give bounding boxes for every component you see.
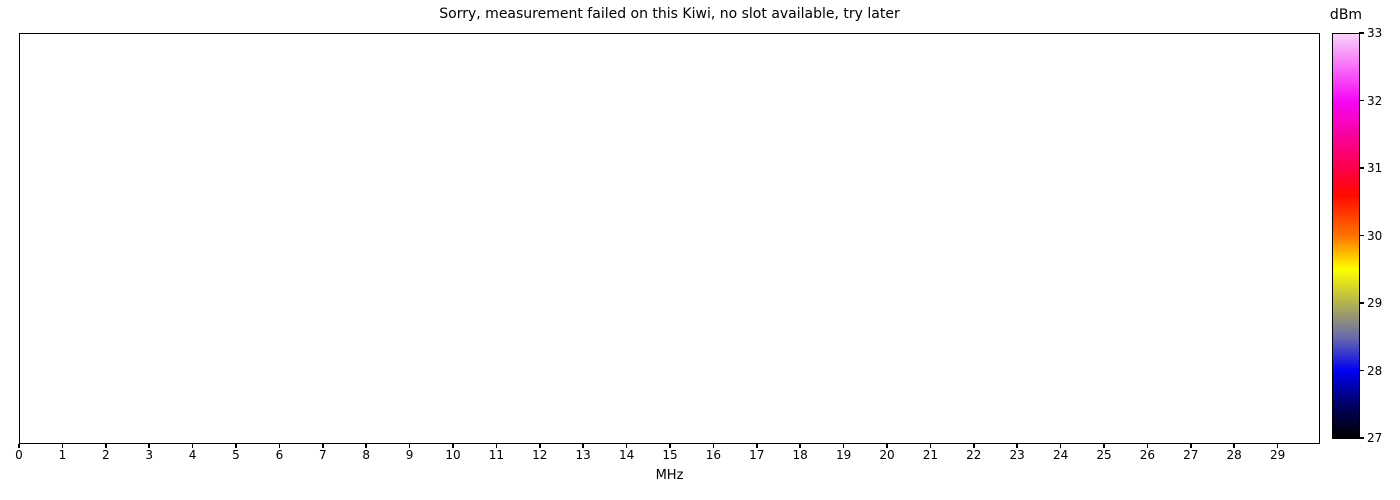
x-tick-label: 14 — [618, 448, 635, 462]
x-tick-mark — [973, 444, 975, 448]
x-tick-label: 17 — [749, 448, 765, 462]
colorbar-tick-label: 28 — [1367, 363, 1383, 378]
x-tick-mark — [1233, 444, 1235, 448]
x-tick-mark — [408, 444, 411, 448]
x-tick-label: 7 — [318, 448, 327, 462]
x-tick-mark — [61, 444, 64, 448]
x-tick-label: 3 — [145, 448, 154, 462]
x-tick-mark — [1190, 444, 1192, 448]
x-tick-mark — [105, 444, 107, 448]
x-tick-mark — [1103, 444, 1105, 448]
x-tick-label: 9 — [405, 448, 414, 462]
colorbar-tick-mark — [1359, 302, 1364, 304]
x-tick-label: 18 — [792, 448, 808, 462]
colorbar — [1332, 33, 1360, 439]
x-tick-label: 22 — [966, 448, 982, 462]
x-tick-label: 28 — [1226, 448, 1242, 462]
x-tick-label: 25 — [1096, 448, 1112, 462]
x-tick-label: 13 — [575, 448, 591, 462]
colorbar-tick-label: 30 — [1367, 228, 1383, 243]
x-tick-label: 6 — [275, 448, 284, 462]
x-tick-label: 8 — [362, 448, 371, 462]
x-tick-mark — [756, 444, 758, 448]
x-tick-label: 24 — [1052, 448, 1069, 462]
x-tick-mark — [452, 444, 454, 448]
x-tick-label: 0 — [15, 448, 23, 462]
colorbar-tick-mark — [1359, 369, 1364, 372]
x-tick-label: 1 — [58, 448, 67, 462]
x-tick-label: 10 — [445, 448, 461, 462]
x-tick-mark — [191, 444, 194, 448]
x-tick-label: 5 — [232, 448, 240, 462]
x-tick-mark — [278, 444, 281, 448]
colorbar-tick-label: 32 — [1367, 93, 1383, 108]
colorbar-tick-label: 29 — [1367, 296, 1383, 310]
x-tick-mark — [495, 444, 498, 448]
colorbar-label: dBm — [1329, 7, 1363, 23]
x-tick-label: 19 — [835, 448, 852, 462]
colorbar-tick-mark — [1359, 32, 1364, 34]
x-tick-label: 23 — [1009, 448, 1025, 462]
x-tick-mark — [929, 444, 932, 448]
x-tick-label: 12 — [532, 448, 548, 462]
x-tick-label: 11 — [488, 448, 505, 462]
x-tick-label: 21 — [922, 448, 939, 462]
x-tick-mark — [322, 444, 324, 448]
x-tick-mark — [842, 444, 845, 448]
x-axis-label: MHz — [655, 468, 684, 483]
x-tick-mark — [18, 444, 20, 448]
x-tick-mark — [1016, 444, 1018, 448]
colorbar-tick-mark — [1359, 99, 1364, 102]
x-tick-label: 15 — [662, 448, 678, 462]
x-tick-mark — [886, 444, 888, 448]
x-tick-label: 2 — [101, 448, 110, 462]
x-tick-label: 20 — [879, 448, 895, 462]
x-tick-mark — [712, 444, 715, 448]
plot-area — [19, 33, 1320, 444]
x-tick-label: 4 — [188, 448, 197, 462]
x-tick-label: 26 — [1139, 448, 1156, 462]
x-tick-mark — [582, 444, 584, 448]
x-tick-mark — [235, 444, 237, 448]
x-tick-mark — [539, 444, 541, 448]
colorbar-tick-label: 27 — [1367, 431, 1383, 445]
x-tick-mark — [148, 444, 150, 448]
x-tick-mark — [1059, 444, 1062, 448]
x-tick-mark — [1146, 444, 1149, 448]
x-tick-label: 27 — [1183, 448, 1199, 462]
x-tick-label: 29 — [1269, 448, 1286, 462]
x-tick-mark — [669, 444, 671, 448]
x-tick-mark — [625, 444, 628, 448]
chart-title: Sorry, measurement failed on this Kiwi, … — [439, 6, 900, 22]
colorbar-tick-label: 31 — [1367, 161, 1383, 175]
colorbar-tick-mark — [1359, 437, 1364, 439]
colorbar-tick-label: 33 — [1367, 26, 1383, 40]
colorbar-tick-mark — [1359, 234, 1364, 237]
x-tick-mark — [1276, 444, 1279, 448]
x-tick-mark — [799, 444, 801, 448]
x-tick-label: 16 — [705, 448, 722, 462]
x-tick-mark — [365, 444, 367, 448]
colorbar-tick-mark — [1359, 167, 1364, 169]
